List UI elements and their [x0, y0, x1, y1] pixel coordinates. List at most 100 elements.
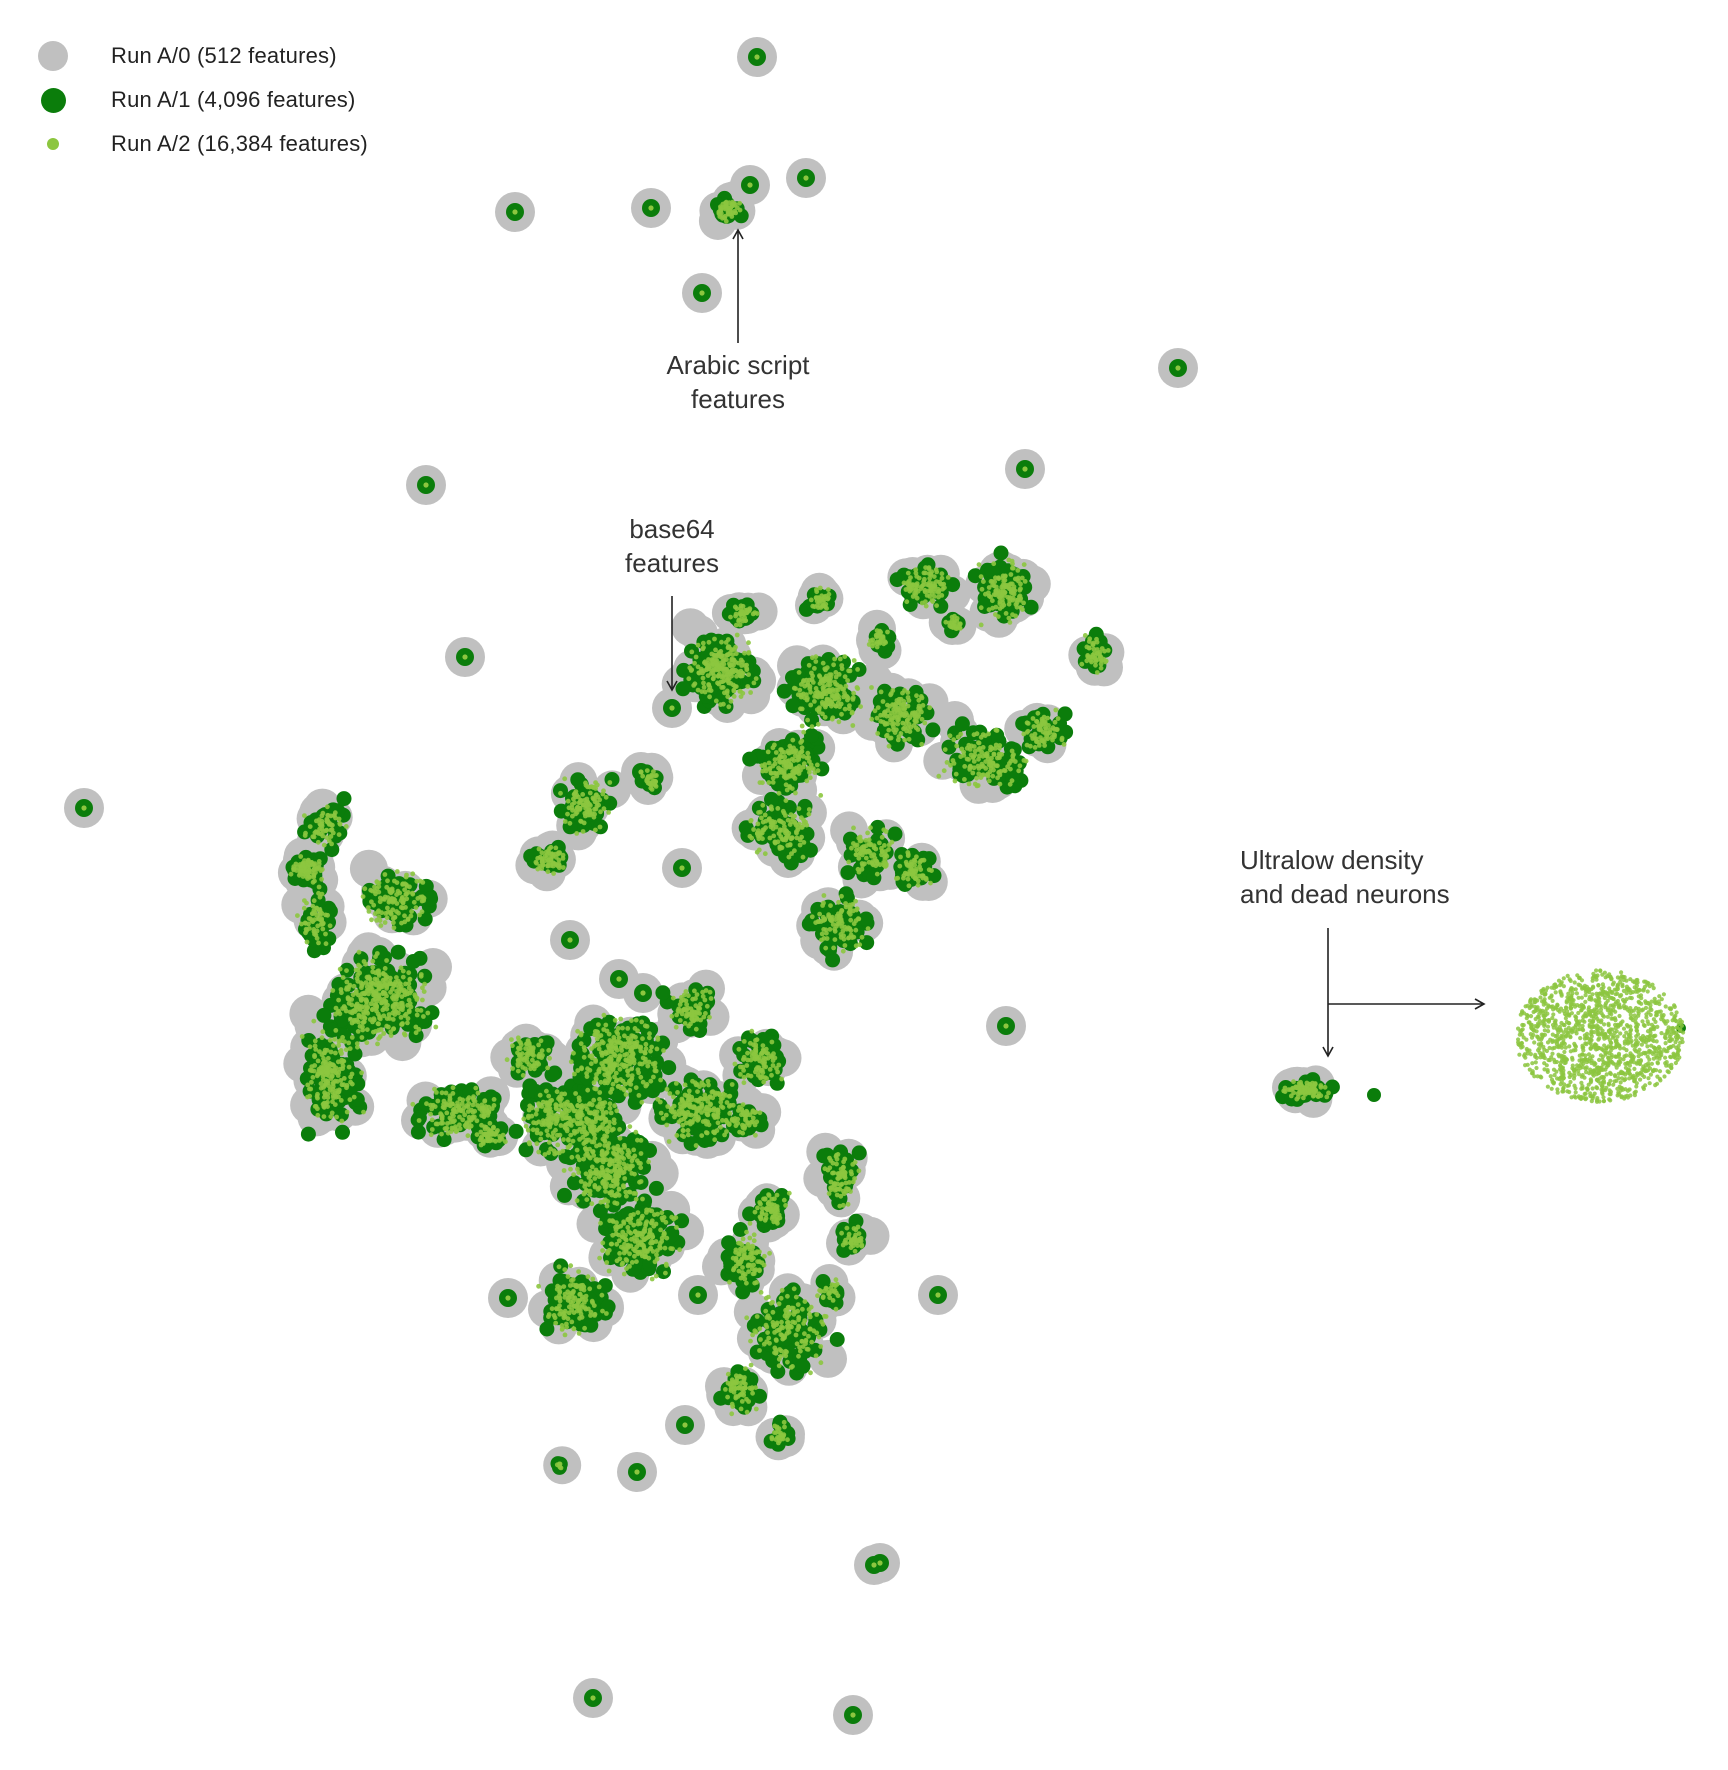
run-a2-point-1583: [589, 1201, 595, 1207]
run-a2-point-475: [339, 1051, 344, 1056]
run-a2-point-1436: [648, 1078, 654, 1084]
run-a2-point-1664: [598, 1199, 604, 1205]
run-a2-point-847: [304, 874, 309, 879]
run-a2-point-903: [473, 1085, 479, 1091]
run-a2-point-509: [334, 1069, 339, 1075]
run-a2-point-311: [364, 1005, 370, 1011]
run-a2-point-316: [345, 996, 351, 1002]
run-a2-point-849: [296, 872, 302, 878]
run-a2-point-1668: [587, 1188, 593, 1194]
run-a2-point-1588: [611, 1145, 616, 1151]
run-a2-point-961: [439, 1116, 445, 1122]
run-a2-point-595: [391, 920, 396, 926]
run-a2-point-634: [397, 890, 403, 896]
run-a2-point-71: [364, 1040, 370, 1046]
run-a2-point-260: [387, 975, 393, 981]
run-a2-point-1610: [583, 1146, 589, 1152]
run-a2-point-1727: [685, 1128, 691, 1133]
run-a2-point-1844: [715, 1112, 721, 1117]
run-a2-point-1655: [603, 1157, 609, 1163]
run-a2-point-1718: [693, 1143, 699, 1148]
run-a2-point-1575: [638, 1138, 644, 1143]
run-a2-point-959: [472, 1108, 478, 1114]
run-a1-point-1134: [732, 1222, 748, 1237]
run-a2-point-1636: [622, 1176, 628, 1181]
run-a2-point-663: [316, 940, 321, 946]
run-a2-point-433: [328, 1049, 334, 1055]
run-a2-point-995: [456, 1107, 462, 1113]
run-a2-point-997: [485, 1108, 490, 1113]
run-a2-point-341: [407, 976, 413, 982]
run-a2-point-1762: [657, 1099, 663, 1105]
run-a2-point-1823: [705, 1119, 710, 1125]
run-a2-point-1102: [567, 1116, 572, 1121]
run-a1-point-742: [566, 1175, 582, 1191]
run-a1-point-813: [652, 1098, 668, 1114]
run-a1-point-2057: [604, 772, 620, 787]
run-a2-point-14: [567, 937, 573, 943]
run-a2-point-1942: [616, 1238, 622, 1244]
run-a2-point-902: [465, 1133, 471, 1139]
run-a2-point-819: [312, 866, 317, 871]
run-a2-point-422: [344, 1109, 350, 1115]
run-a2-point-3: [648, 205, 654, 211]
run-a2-point-1777: [702, 1092, 708, 1098]
run-a2-point-202: [364, 1027, 370, 1032]
run-a2-point-1654: [617, 1135, 623, 1141]
run-a2-point-646: [405, 916, 411, 922]
run-a2-point-1536: [608, 1183, 614, 1189]
run-a2-point-1371: [604, 1028, 610, 1034]
run-a1-point-79: [333, 1012, 349, 1028]
run-a2-point-555: [369, 917, 374, 923]
run-a2-point-992: [442, 1126, 448, 1131]
run-a2-point-1369: [608, 1054, 614, 1060]
run-a2-point-1818: [695, 1089, 700, 1094]
run-a2-point-957: [470, 1102, 476, 1108]
run-a2-point-1392: [633, 1017, 639, 1023]
run-a2-point-940: [482, 1098, 488, 1104]
run-a2-point-1415: [603, 1058, 609, 1064]
run-a2-point-1541: [620, 1183, 626, 1189]
run-a2-point-23: [1003, 1023, 1009, 1029]
run-a2-point-528: [338, 1098, 344, 1103]
run-a1-point-1814: [838, 886, 854, 902]
run-a2-point-893: [424, 1101, 429, 1107]
run-a2-point-1258: [639, 1099, 645, 1105]
run-a2-point-973: [470, 1114, 475, 1120]
run-a2-point-532: [320, 1101, 326, 1107]
run-a2-point-172: [402, 1013, 408, 1018]
run-a2-point-1566: [568, 1166, 573, 1172]
run-a2-point-1526: [616, 1187, 622, 1192]
run-a2-point-1895: [662, 1245, 668, 1251]
run-a2-point-1687: [623, 1189, 629, 1195]
run-a1-point-1911: [993, 545, 1009, 561]
run-a2-point-1323: [592, 1043, 597, 1049]
run-a2-point-619: [411, 899, 417, 905]
run-a2-point-749: [329, 827, 335, 832]
run-a2-point-1684: [614, 1174, 620, 1180]
run-a2-point-1657: [631, 1191, 637, 1196]
run-a2-point-1079: [542, 1152, 548, 1157]
run-a2-point-332: [377, 1015, 382, 1021]
run-a2-point-1201: [612, 1103, 617, 1109]
run-a2-point-160: [406, 1009, 412, 1015]
run-a2-point-1325: [643, 1041, 649, 1047]
run-a2-point-1797: [675, 1090, 680, 1095]
run-a1-point-2061: [570, 772, 586, 788]
run-a2-point-1817: [705, 1112, 711, 1118]
run-a2-point-1148: [544, 1088, 549, 1094]
run-a2-point-1316: [612, 1017, 618, 1023]
run-a2-point-374: [319, 1035, 325, 1041]
run-a2-point-1444: [615, 1084, 621, 1089]
run-a2-point-1822: [703, 1130, 709, 1135]
run-a2-point-1111: [577, 1137, 582, 1142]
run-a2-point-610: [413, 905, 419, 910]
run-a1-point-1768: [866, 870, 882, 886]
run-a2-point-1263: [622, 1033, 627, 1039]
run-a2-point-1215: [620, 1025, 625, 1031]
run-a2-point-1409: [612, 1053, 618, 1058]
run-a2-point-1568: [592, 1176, 598, 1181]
run-a2-point-652: [382, 894, 388, 900]
run-a2-point-985: [449, 1125, 455, 1131]
run-a1-point-206: [301, 1033, 317, 1048]
